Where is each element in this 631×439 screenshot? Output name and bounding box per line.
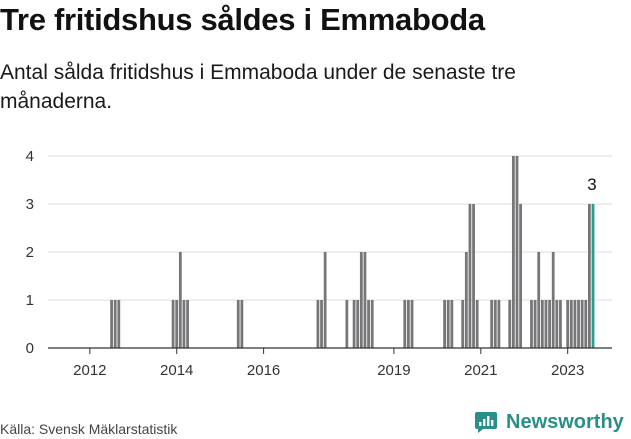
bar — [530, 300, 533, 348]
chart-subtitle: Antal sålda fritidshus i Emmaboda under … — [0, 61, 516, 113]
bar — [320, 300, 323, 348]
bar — [544, 300, 548, 348]
bar — [345, 300, 349, 348]
bar — [461, 300, 465, 348]
bar — [186, 300, 189, 348]
latest-value-label: 3 — [587, 175, 596, 194]
x-tick-label: 2012 — [73, 362, 106, 379]
bar — [450, 300, 454, 348]
bar — [551, 252, 555, 348]
bar — [468, 204, 472, 348]
x-tick-label: 2016 — [247, 362, 280, 379]
bar — [316, 300, 320, 348]
x-tick-label: 2021 — [464, 362, 497, 379]
bar — [175, 300, 179, 348]
bar — [573, 300, 577, 348]
bar — [497, 300, 501, 348]
newsworthy-logo: Newsworthy — [474, 407, 624, 437]
bar — [352, 300, 356, 348]
bar — [117, 300, 121, 348]
bar-chart: 0 1 2 3 4 2012 2014 2016 2019 2021 2023 3 — [26, 148, 612, 379]
bar — [490, 300, 494, 348]
x-tick-label: 2019 — [377, 362, 410, 379]
bar — [363, 252, 367, 348]
y-tick-label: 1 — [26, 292, 34, 309]
bar — [519, 204, 523, 348]
bar — [511, 156, 515, 348]
bar — [540, 300, 544, 348]
bar — [508, 300, 512, 348]
bar — [240, 300, 244, 348]
bar — [584, 300, 588, 348]
bar — [182, 300, 186, 348]
bar — [356, 300, 360, 348]
bar — [370, 300, 374, 348]
bar — [410, 300, 414, 348]
x-tick-label: 2014 — [160, 362, 193, 379]
bar — [407, 300, 410, 348]
x-tick-label: 2023 — [551, 362, 584, 379]
bar — [475, 300, 479, 348]
bar — [580, 300, 584, 348]
source-note: Källa: Svensk Mäklarstatistik — [0, 421, 178, 437]
newsworthy-logo-icon — [475, 412, 497, 433]
bar — [178, 252, 182, 348]
bar — [548, 300, 551, 348]
bar — [537, 252, 541, 348]
bar — [533, 300, 537, 348]
bar — [403, 300, 407, 348]
y-tick-label: 3 — [26, 196, 34, 213]
bar — [559, 300, 562, 348]
bar — [555, 300, 559, 348]
bar — [493, 300, 497, 348]
y-tick-label: 4 — [26, 148, 34, 165]
brand-name: Newsworthy — [506, 410, 624, 433]
bar — [464, 252, 468, 348]
bar — [443, 300, 446, 348]
bar — [566, 300, 570, 348]
bar — [113, 300, 117, 348]
bar — [577, 300, 580, 348]
bar — [569, 300, 573, 348]
bar — [110, 300, 113, 348]
bar-latest — [591, 204, 595, 348]
bar — [588, 204, 591, 348]
bar — [323, 252, 327, 348]
bar — [472, 204, 475, 348]
y-tick-label: 0 — [26, 340, 34, 357]
bar — [367, 300, 370, 348]
y-tick-label: 2 — [26, 244, 34, 261]
bar — [236, 300, 240, 348]
bar — [446, 300, 450, 348]
bar — [515, 156, 519, 348]
bar — [171, 300, 175, 348]
bar — [359, 252, 363, 348]
chart-title: Tre fritidshus såldes i Emmaboda — [0, 2, 485, 37]
